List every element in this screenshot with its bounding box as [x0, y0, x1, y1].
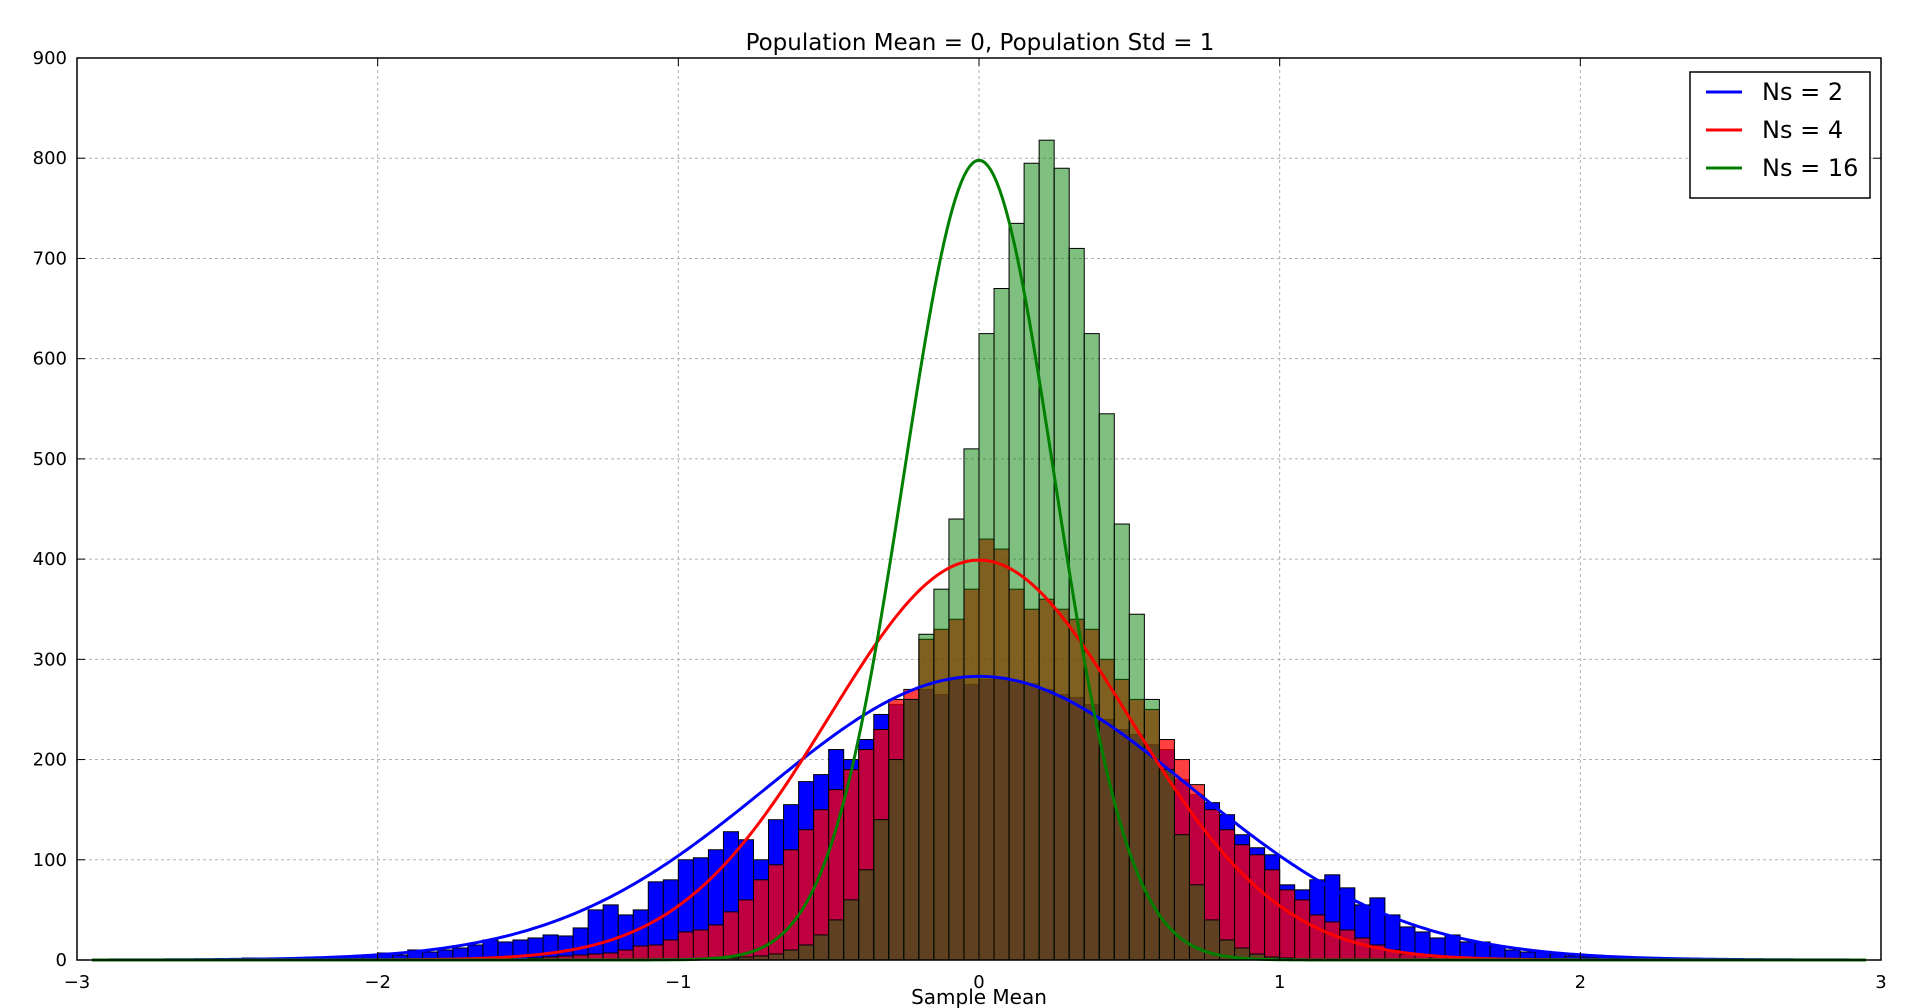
histogram-bar	[1324, 921, 1341, 961]
y-tick-label: 100	[33, 850, 67, 871]
histogram-bar	[1038, 139, 1055, 961]
histogram-bar	[903, 698, 920, 961]
histogram-bar	[1234, 844, 1251, 961]
histogram-bar	[798, 944, 815, 961]
histogram-bar	[1279, 889, 1296, 961]
x-tick-label: −1	[665, 972, 692, 993]
x-tick-label: −2	[364, 972, 391, 993]
histogram-bar	[1083, 333, 1100, 961]
histogram-bar	[1008, 222, 1025, 961]
histogram-bar	[888, 759, 905, 961]
x-tick-label: 0	[973, 972, 984, 993]
legend-label: Ns = 2	[1762, 78, 1843, 106]
histogram-bars	[241, 139, 1672, 961]
histogram-bar	[1143, 698, 1160, 961]
y-tick-label: 800	[33, 148, 67, 169]
histogram-bar	[1309, 914, 1326, 961]
histogram-bar	[948, 518, 965, 961]
histogram-bar	[858, 869, 875, 961]
chart-title: Population Mean = 0, Population Std = 1	[746, 30, 1215, 56]
histogram-bar	[662, 939, 679, 961]
y-tick-label: 300	[33, 649, 67, 670]
histogram-bar	[768, 864, 785, 961]
histogram-bar	[587, 909, 604, 961]
histogram-bar	[993, 288, 1010, 961]
histogram-bar	[542, 934, 559, 961]
histogram-series-3	[722, 139, 1296, 961]
legend: Ns = 2 Ns = 4 Ns = 16	[1689, 71, 1871, 199]
x-tick-label: 2	[1575, 972, 1586, 993]
histogram-bar	[963, 448, 980, 961]
histogram-bar	[707, 924, 724, 961]
x-tick-label: 1	[1274, 972, 1285, 993]
histogram-bar	[828, 919, 845, 961]
histogram-bar	[692, 929, 709, 961]
y-tick-label: 700	[33, 248, 67, 269]
y-tick-label: 500	[33, 449, 67, 470]
axis-ticks: −3 −2 −1 0 1 2 3 0 100 200 300 400 500 600 700 800 900	[33, 48, 1887, 993]
y-tick-label: 900	[33, 48, 67, 69]
histogram-bar	[1128, 613, 1145, 961]
histogram-bar	[1023, 162, 1040, 961]
legend-label: Ns = 4	[1762, 116, 1843, 144]
histogram-bar	[647, 944, 664, 961]
histogram-bar	[1354, 937, 1371, 961]
histogram-bar	[783, 849, 800, 961]
x-tick-label: 3	[1875, 972, 1886, 993]
fitted-curve-series-1	[92, 674, 1866, 962]
histogram-bar	[1113, 523, 1130, 961]
x-tick-label: −3	[64, 972, 91, 993]
y-tick-label: 200	[33, 750, 67, 771]
y-tick-label: 600	[33, 349, 67, 370]
histogram-bar	[602, 904, 619, 961]
y-tick-label: 0	[56, 950, 67, 971]
histogram-bar	[978, 333, 995, 961]
legend-label: Ns = 16	[1762, 154, 1858, 182]
histogram-bar	[843, 899, 860, 961]
histogram-bar	[632, 945, 649, 961]
histogram-bar	[722, 911, 739, 961]
histogram-bar	[933, 588, 950, 961]
y-tick-label: 400	[33, 549, 67, 570]
histogram-bar	[677, 931, 694, 961]
histogram-bar	[783, 949, 800, 961]
histogram-bar	[1294, 899, 1311, 961]
histogram-bar	[873, 819, 890, 961]
x-axis-label: Sample Mean	[911, 985, 1047, 1008]
histogram-bar	[1339, 929, 1356, 961]
histogram-bar	[768, 953, 785, 961]
histogram-bar	[1249, 854, 1266, 961]
histogram-bar	[813, 934, 830, 961]
histogram-bar	[1264, 869, 1281, 961]
histogram-bar	[1068, 247, 1085, 961]
